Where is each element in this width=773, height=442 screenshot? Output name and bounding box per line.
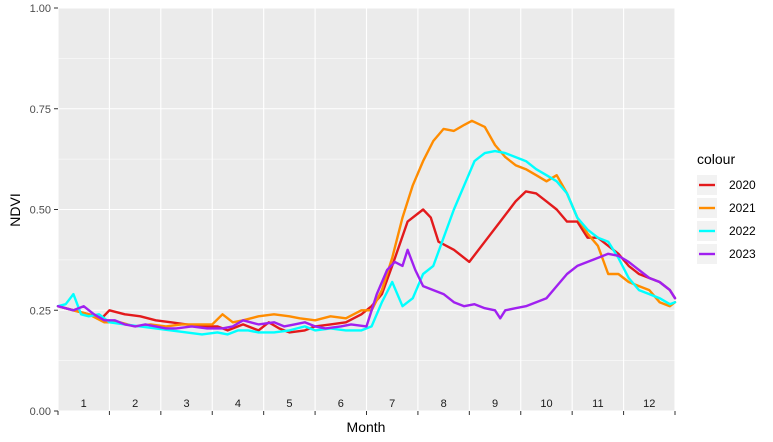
y-tick-label: 1.00	[30, 3, 51, 15]
legend: colour 2020 2021 2022 2023	[697, 151, 756, 264]
month-label: 10	[540, 398, 552, 410]
month-label: 7	[389, 398, 395, 410]
month-label: 2	[132, 398, 138, 410]
series-lines	[56, 119, 677, 336]
month-label: 1	[81, 398, 87, 410]
y-tick-label: 0.75	[30, 104, 51, 116]
month-label: 4	[235, 398, 241, 410]
month-label: 8	[441, 398, 447, 410]
legend-title: colour	[697, 151, 735, 167]
series-line-2023	[56, 248, 677, 330]
legend-label-2020: 2020	[729, 178, 756, 192]
month-label: 9	[492, 398, 498, 410]
month-label: 5	[286, 398, 292, 410]
legend-label-2021: 2021	[729, 201, 756, 215]
series-line-2022	[56, 149, 677, 336]
legend-label-2023: 2023	[729, 247, 756, 261]
y-tick-label: 0.25	[30, 305, 51, 317]
y-tick-label: 0.50	[30, 205, 51, 217]
legend-label-2022: 2022	[729, 224, 756, 238]
month-labels: 1 2 3 4 5 6 7 8 9 10 11 12	[81, 398, 656, 410]
series-line-2021	[56, 119, 677, 328]
y-tick-label: 0.00	[30, 406, 51, 418]
month-label: 3	[183, 398, 189, 410]
x-axis-title: Month	[347, 419, 386, 435]
axes: 0.00 0.25 0.50 0.75 1.00	[30, 3, 676, 418]
month-label: 6	[338, 398, 344, 410]
month-label: 11	[592, 398, 603, 410]
month-label: 12	[643, 398, 655, 410]
y-axis-title: NDVI	[7, 193, 23, 226]
